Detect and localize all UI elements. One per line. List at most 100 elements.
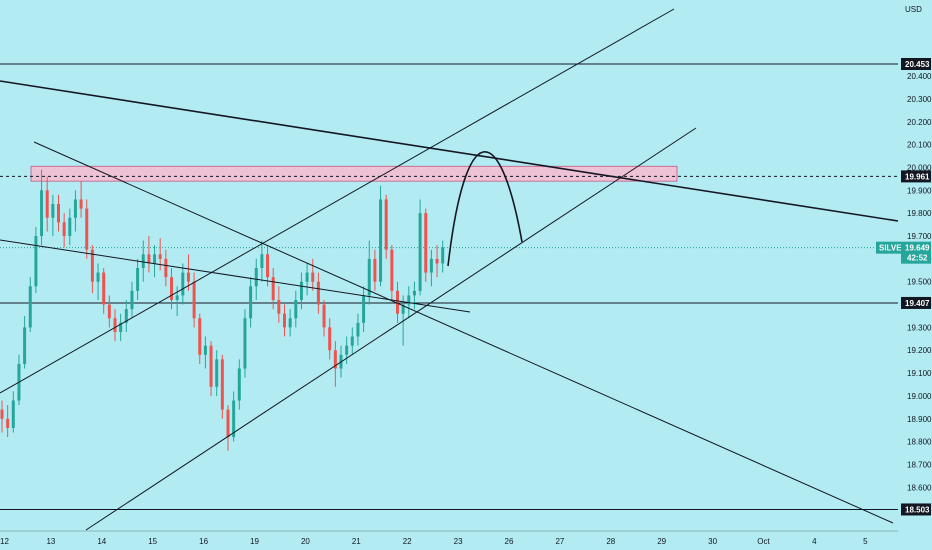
date-axis[interactable]: 12 13 14 15 16 19 20 21 22 23 26 27 28 29 30 Oct 4 5 [0,530,898,546]
candle [198,313,202,364]
candle-body [384,199,388,250]
candle-body [418,213,422,291]
candle [136,258,140,300]
price-tick-label: 18.600 [907,483,932,492]
candle [203,336,207,369]
candle-body [45,190,49,218]
candle [305,263,309,296]
price-tick-label: 20.200 [907,118,932,127]
candle-body [441,247,445,264]
candle-body [28,286,32,328]
long-descending-line[interactable] [33,141,894,524]
candle [181,263,185,305]
candle-body [345,345,349,355]
candle [119,313,123,342]
candle-body [305,272,309,282]
candle-body [407,295,411,305]
candle [113,309,117,342]
candle [362,286,366,332]
candle-body [379,199,383,282]
candle-body [424,213,428,273]
price-tag-bg [901,296,931,309]
candle-body [243,318,247,369]
candle [288,309,292,337]
candle-body [249,286,253,319]
candle-body [34,236,38,287]
candle-body [322,304,326,328]
candle-body [356,322,360,337]
candle-body [237,368,241,401]
projected-arc[interactable] [447,151,523,267]
candle [418,199,422,296]
price-tick-label: 19.300 [907,323,932,332]
candle-body [316,281,320,305]
candle-body [51,204,55,218]
price-tick-label: 19.200 [907,346,932,355]
candle [396,281,399,323]
horizontal-levels [0,63,898,510]
channel-inner-line[interactable] [0,8,675,394]
price-axis[interactable]: USD 20.400 20.300 20.200 20.100 20.000 19.900… [876,0,932,550]
candle [243,309,247,378]
candle [147,236,151,273]
candle [390,245,394,300]
resistance-zone[interactable] [30,165,678,182]
date-tick-label: 12 [0,537,9,546]
candle [435,245,439,278]
candle-body [181,272,185,296]
date-tick-label: 27 [555,537,564,546]
candle-body [288,318,292,328]
candle [153,245,157,278]
candlestick-series [0,169,445,451]
candle [175,286,179,316]
candle-body [11,400,15,428]
candle [384,194,388,259]
descending-trendline[interactable] [0,80,899,222]
candle [379,185,383,287]
channel-upper-line[interactable] [0,239,471,313]
candle [350,327,354,355]
candle-body [158,254,162,259]
date-tick-label: 30 [708,537,717,546]
date-tick-label: 20 [301,537,310,546]
candle-body [90,249,94,282]
date-tick-label: 28 [606,537,615,546]
candle-body [79,199,83,209]
price-tag-label: 19.407 [905,299,930,308]
candle-body [153,254,157,264]
price-tick-label: 20.100 [907,141,932,150]
candle-body [85,208,89,250]
candle-body [367,258,371,296]
candle [373,249,377,291]
candle-body [412,290,416,296]
candle [73,190,77,232]
candle-body [294,299,298,319]
candle [345,336,349,364]
date-tick-label: 15 [148,537,157,546]
candle-body [164,258,168,278]
candle [237,359,241,410]
candle [277,286,281,323]
trendlines[interactable] [0,8,899,531]
candle [102,268,106,314]
candle [215,350,219,396]
candle [28,277,32,332]
candle-body [283,313,286,328]
price-axis-background [898,0,932,550]
candle-body [186,272,190,282]
last-price-tag-bg [901,241,931,264]
candle-body [198,318,202,355]
price-tag: 19.961 [901,170,931,183]
candle-body [232,400,236,438]
candle-body [102,272,106,305]
candle-body [220,359,224,410]
candle [226,405,230,451]
candle-body [62,222,66,237]
candle [51,194,55,237]
candle [0,400,4,433]
symbol-tag-bg [876,241,901,254]
channel-support-line[interactable] [85,127,697,531]
